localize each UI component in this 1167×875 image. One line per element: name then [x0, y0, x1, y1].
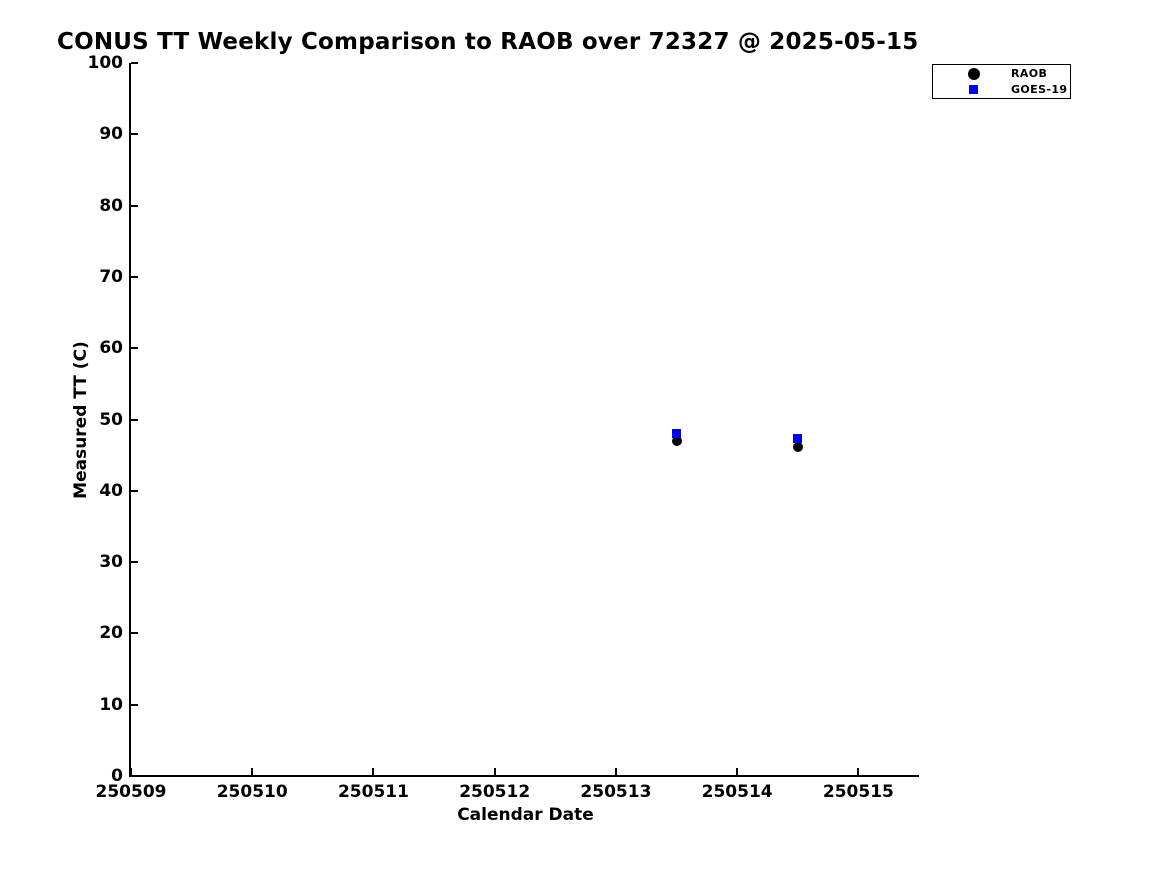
x-tick-label: 250511: [337, 782, 409, 802]
circle-icon: [967, 67, 980, 80]
x-axis-line: [129, 775, 919, 777]
x-tick-label: 250509: [95, 782, 167, 802]
y-tick-mark: [131, 347, 138, 350]
y-tick-label: 60: [99, 338, 123, 359]
y-tick-label: 50: [99, 409, 123, 430]
chart-title: CONUS TT Weekly Comparison to RAOB over …: [57, 29, 919, 55]
y-tick-label: 20: [99, 623, 123, 644]
y-tick-label: 100: [87, 53, 124, 73]
y-tick-mark: [131, 418, 138, 421]
y-tick-label: 80: [99, 195, 123, 216]
legend-entry-raob: RAOB: [933, 67, 1070, 80]
y-tick-mark: [131, 703, 138, 706]
x-axis-label: Calendar Date: [457, 805, 594, 825]
data-point-raob: [792, 441, 803, 452]
y-axis-label: Measured TT (C): [71, 341, 91, 499]
x-tick-mark: [130, 768, 132, 775]
legend-label-raob: RAOB: [1011, 67, 1048, 81]
y-tick-mark: [131, 62, 138, 64]
y-tick-mark: [131, 632, 138, 635]
y-tick-mark: [131, 204, 138, 207]
x-tick-mark: [857, 768, 860, 775]
data-point-goes-19: [793, 434, 803, 444]
y-tick-mark: [131, 489, 138, 492]
x-tick-mark: [614, 768, 617, 775]
x-tick-label: 250513: [580, 782, 652, 802]
legend-entry-goes-19: GOES-19: [933, 83, 1070, 96]
x-tick-label: 250514: [701, 782, 773, 802]
y-tick-mark: [131, 561, 138, 564]
legend-marker-goes-19: [969, 84, 978, 94]
x-tick-mark: [493, 768, 496, 775]
legend-marker-raob: [967, 67, 980, 80]
y-tick-label: 70: [99, 266, 123, 287]
x-tick-label: 250515: [822, 782, 894, 802]
y-tick-label: 10: [99, 694, 123, 715]
legend-box: RAOB GOES-19: [932, 64, 1071, 99]
y-axis-line: [129, 63, 131, 777]
x-tick-label: 250512: [459, 782, 531, 802]
x-tick-mark: [372, 768, 375, 775]
y-tick-mark: [131, 275, 138, 278]
legend-label-goes-19: GOES-19: [1011, 82, 1068, 96]
data-point-goes-19: [672, 429, 682, 439]
data-point-raob: [671, 435, 682, 446]
y-tick-label: 40: [99, 480, 123, 501]
y-tick-mark: [131, 775, 138, 777]
x-tick-mark: [736, 768, 739, 775]
y-tick-label: 0: [111, 766, 123, 786]
y-tick-mark: [131, 133, 138, 136]
x-tick-label: 250510: [216, 782, 288, 802]
x-tick-mark: [251, 768, 254, 775]
y-tick-label: 30: [99, 552, 123, 573]
y-tick-label: 90: [99, 124, 123, 145]
square-icon: [967, 83, 980, 96]
